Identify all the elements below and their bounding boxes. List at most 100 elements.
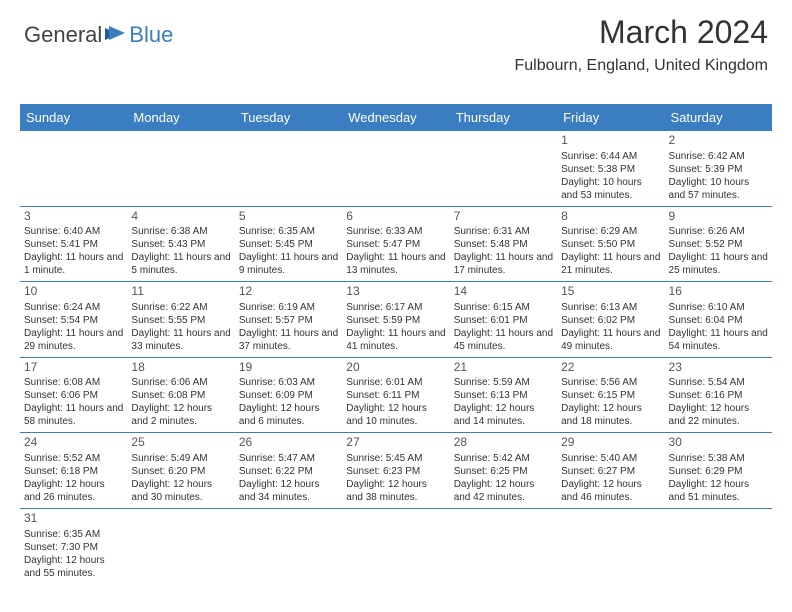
calendar-cell xyxy=(235,509,342,584)
calendar-cell: 10Sunrise: 6:24 AMSunset: 5:54 PMDayligh… xyxy=(20,282,127,357)
day-number: 20 xyxy=(346,360,445,376)
daylight-text: Daylight: 11 hours and 37 minutes. xyxy=(239,327,338,353)
calendar-cell xyxy=(20,131,127,206)
daylight-text: Daylight: 12 hours and 38 minutes. xyxy=(346,478,445,504)
sunset-text: Sunset: 5:45 PM xyxy=(239,238,338,251)
sunset-text: Sunset: 6:13 PM xyxy=(454,389,553,402)
sunset-text: Sunset: 6:04 PM xyxy=(669,314,768,327)
sunset-text: Sunset: 6:22 PM xyxy=(239,465,338,478)
calendar-cell xyxy=(450,509,557,584)
sunrise-text: Sunrise: 6:29 AM xyxy=(561,225,660,238)
daylight-text: Daylight: 12 hours and 26 minutes. xyxy=(24,478,123,504)
logo: General Blue xyxy=(24,22,173,48)
daylight-text: Daylight: 11 hours and 21 minutes. xyxy=(561,251,660,277)
daylight-text: Daylight: 11 hours and 33 minutes. xyxy=(131,327,230,353)
calendar-cell: 15Sunrise: 6:13 AMSunset: 6:02 PMDayligh… xyxy=(557,282,664,357)
calendar-cell: 19Sunrise: 6:03 AMSunset: 6:09 PMDayligh… xyxy=(235,358,342,433)
calendar-cell: 22Sunrise: 5:56 AMSunset: 6:15 PMDayligh… xyxy=(557,358,664,433)
flag-icon xyxy=(105,22,127,48)
calendar-cell: 25Sunrise: 5:49 AMSunset: 6:20 PMDayligh… xyxy=(127,433,234,508)
calendar-cell: 23Sunrise: 5:54 AMSunset: 6:16 PMDayligh… xyxy=(665,358,772,433)
sunrise-text: Sunrise: 6:03 AM xyxy=(239,376,338,389)
day-number: 24 xyxy=(24,435,123,451)
sunset-text: Sunset: 5:47 PM xyxy=(346,238,445,251)
sunrise-text: Sunrise: 5:56 AM xyxy=(561,376,660,389)
day-number: 27 xyxy=(346,435,445,451)
daylight-text: Daylight: 12 hours and 34 minutes. xyxy=(239,478,338,504)
daylight-text: Daylight: 12 hours and 55 minutes. xyxy=(24,554,123,580)
sunset-text: Sunset: 6:09 PM xyxy=(239,389,338,402)
day-number: 22 xyxy=(561,360,660,376)
calendar-cell: 3Sunrise: 6:40 AMSunset: 5:41 PMDaylight… xyxy=(20,207,127,282)
calendar-cell xyxy=(127,509,234,584)
daylight-text: Daylight: 11 hours and 17 minutes. xyxy=(454,251,553,277)
day-label-monday: Monday xyxy=(127,104,234,131)
sunrise-text: Sunrise: 6:40 AM xyxy=(24,225,123,238)
daylight-text: Daylight: 10 hours and 53 minutes. xyxy=(561,176,660,202)
day-number: 18 xyxy=(131,360,230,376)
daylight-text: Daylight: 12 hours and 18 minutes. xyxy=(561,402,660,428)
calendar-row: 10Sunrise: 6:24 AMSunset: 5:54 PMDayligh… xyxy=(20,282,772,358)
sunset-text: Sunset: 5:43 PM xyxy=(131,238,230,251)
daylight-text: Daylight: 11 hours and 9 minutes. xyxy=(239,251,338,277)
sunset-text: Sunset: 5:39 PM xyxy=(669,163,768,176)
calendar-cell: 28Sunrise: 5:42 AMSunset: 6:25 PMDayligh… xyxy=(450,433,557,508)
day-number: 9 xyxy=(669,209,768,225)
sunrise-text: Sunrise: 5:47 AM xyxy=(239,452,338,465)
daylight-text: Daylight: 11 hours and 5 minutes. xyxy=(131,251,230,277)
sunset-text: Sunset: 6:23 PM xyxy=(346,465,445,478)
sunset-text: Sunset: 6:29 PM xyxy=(669,465,768,478)
sunrise-text: Sunrise: 6:33 AM xyxy=(346,225,445,238)
daylight-text: Daylight: 12 hours and 2 minutes. xyxy=(131,402,230,428)
day-label-friday: Friday xyxy=(557,104,664,131)
calendar-cell: 17Sunrise: 6:08 AMSunset: 6:06 PMDayligh… xyxy=(20,358,127,433)
calendar-cell: 30Sunrise: 5:38 AMSunset: 6:29 PMDayligh… xyxy=(665,433,772,508)
daylight-text: Daylight: 12 hours and 51 minutes. xyxy=(669,478,768,504)
sunset-text: Sunset: 6:01 PM xyxy=(454,314,553,327)
calendar-body: 1Sunrise: 6:44 AMSunset: 5:38 PMDaylight… xyxy=(20,131,772,584)
header-right: March 2024 Fulbourn, England, United Kin… xyxy=(515,14,769,75)
sunrise-text: Sunrise: 5:45 AM xyxy=(346,452,445,465)
sunrise-text: Sunrise: 6:17 AM xyxy=(346,301,445,314)
day-label-thursday: Thursday xyxy=(450,104,557,131)
calendar-cell xyxy=(342,131,449,206)
calendar-cell xyxy=(127,131,234,206)
sunset-text: Sunset: 6:27 PM xyxy=(561,465,660,478)
day-number: 23 xyxy=(669,360,768,376)
day-number: 25 xyxy=(131,435,230,451)
daylight-text: Daylight: 11 hours and 54 minutes. xyxy=(669,327,768,353)
calendar-cell: 9Sunrise: 6:26 AMSunset: 5:52 PMDaylight… xyxy=(665,207,772,282)
sunrise-text: Sunrise: 6:13 AM xyxy=(561,301,660,314)
sunrise-text: Sunrise: 5:38 AM xyxy=(669,452,768,465)
calendar-header-row: Sunday Monday Tuesday Wednesday Thursday… xyxy=(20,104,772,131)
location: Fulbourn, England, United Kingdom xyxy=(515,57,769,75)
day-label-wednesday: Wednesday xyxy=(342,104,449,131)
sunrise-text: Sunrise: 6:31 AM xyxy=(454,225,553,238)
daylight-text: Daylight: 11 hours and 25 minutes. xyxy=(669,251,768,277)
day-number: 16 xyxy=(669,284,768,300)
sunset-text: Sunset: 6:06 PM xyxy=(24,389,123,402)
sunrise-text: Sunrise: 6:38 AM xyxy=(131,225,230,238)
calendar-cell xyxy=(557,509,664,584)
calendar-cell: 4Sunrise: 6:38 AMSunset: 5:43 PMDaylight… xyxy=(127,207,234,282)
daylight-text: Daylight: 12 hours and 14 minutes. xyxy=(454,402,553,428)
calendar-cell: 2Sunrise: 6:42 AMSunset: 5:39 PMDaylight… xyxy=(665,131,772,206)
logo-text-general: General xyxy=(24,22,102,48)
sunset-text: Sunset: 5:59 PM xyxy=(346,314,445,327)
sunset-text: Sunset: 6:11 PM xyxy=(346,389,445,402)
calendar-cell: 6Sunrise: 6:33 AMSunset: 5:47 PMDaylight… xyxy=(342,207,449,282)
calendar-cell xyxy=(665,509,772,584)
calendar-cell: 13Sunrise: 6:17 AMSunset: 5:59 PMDayligh… xyxy=(342,282,449,357)
day-number: 31 xyxy=(24,511,123,527)
sunrise-text: Sunrise: 6:06 AM xyxy=(131,376,230,389)
day-number: 21 xyxy=(454,360,553,376)
sunset-text: Sunset: 5:57 PM xyxy=(239,314,338,327)
day-number: 10 xyxy=(24,284,123,300)
day-number: 14 xyxy=(454,284,553,300)
day-number: 15 xyxy=(561,284,660,300)
sunset-text: Sunset: 5:52 PM xyxy=(669,238,768,251)
day-number: 4 xyxy=(131,209,230,225)
daylight-text: Daylight: 12 hours and 10 minutes. xyxy=(346,402,445,428)
sunset-text: Sunset: 6:02 PM xyxy=(561,314,660,327)
day-number: 29 xyxy=(561,435,660,451)
